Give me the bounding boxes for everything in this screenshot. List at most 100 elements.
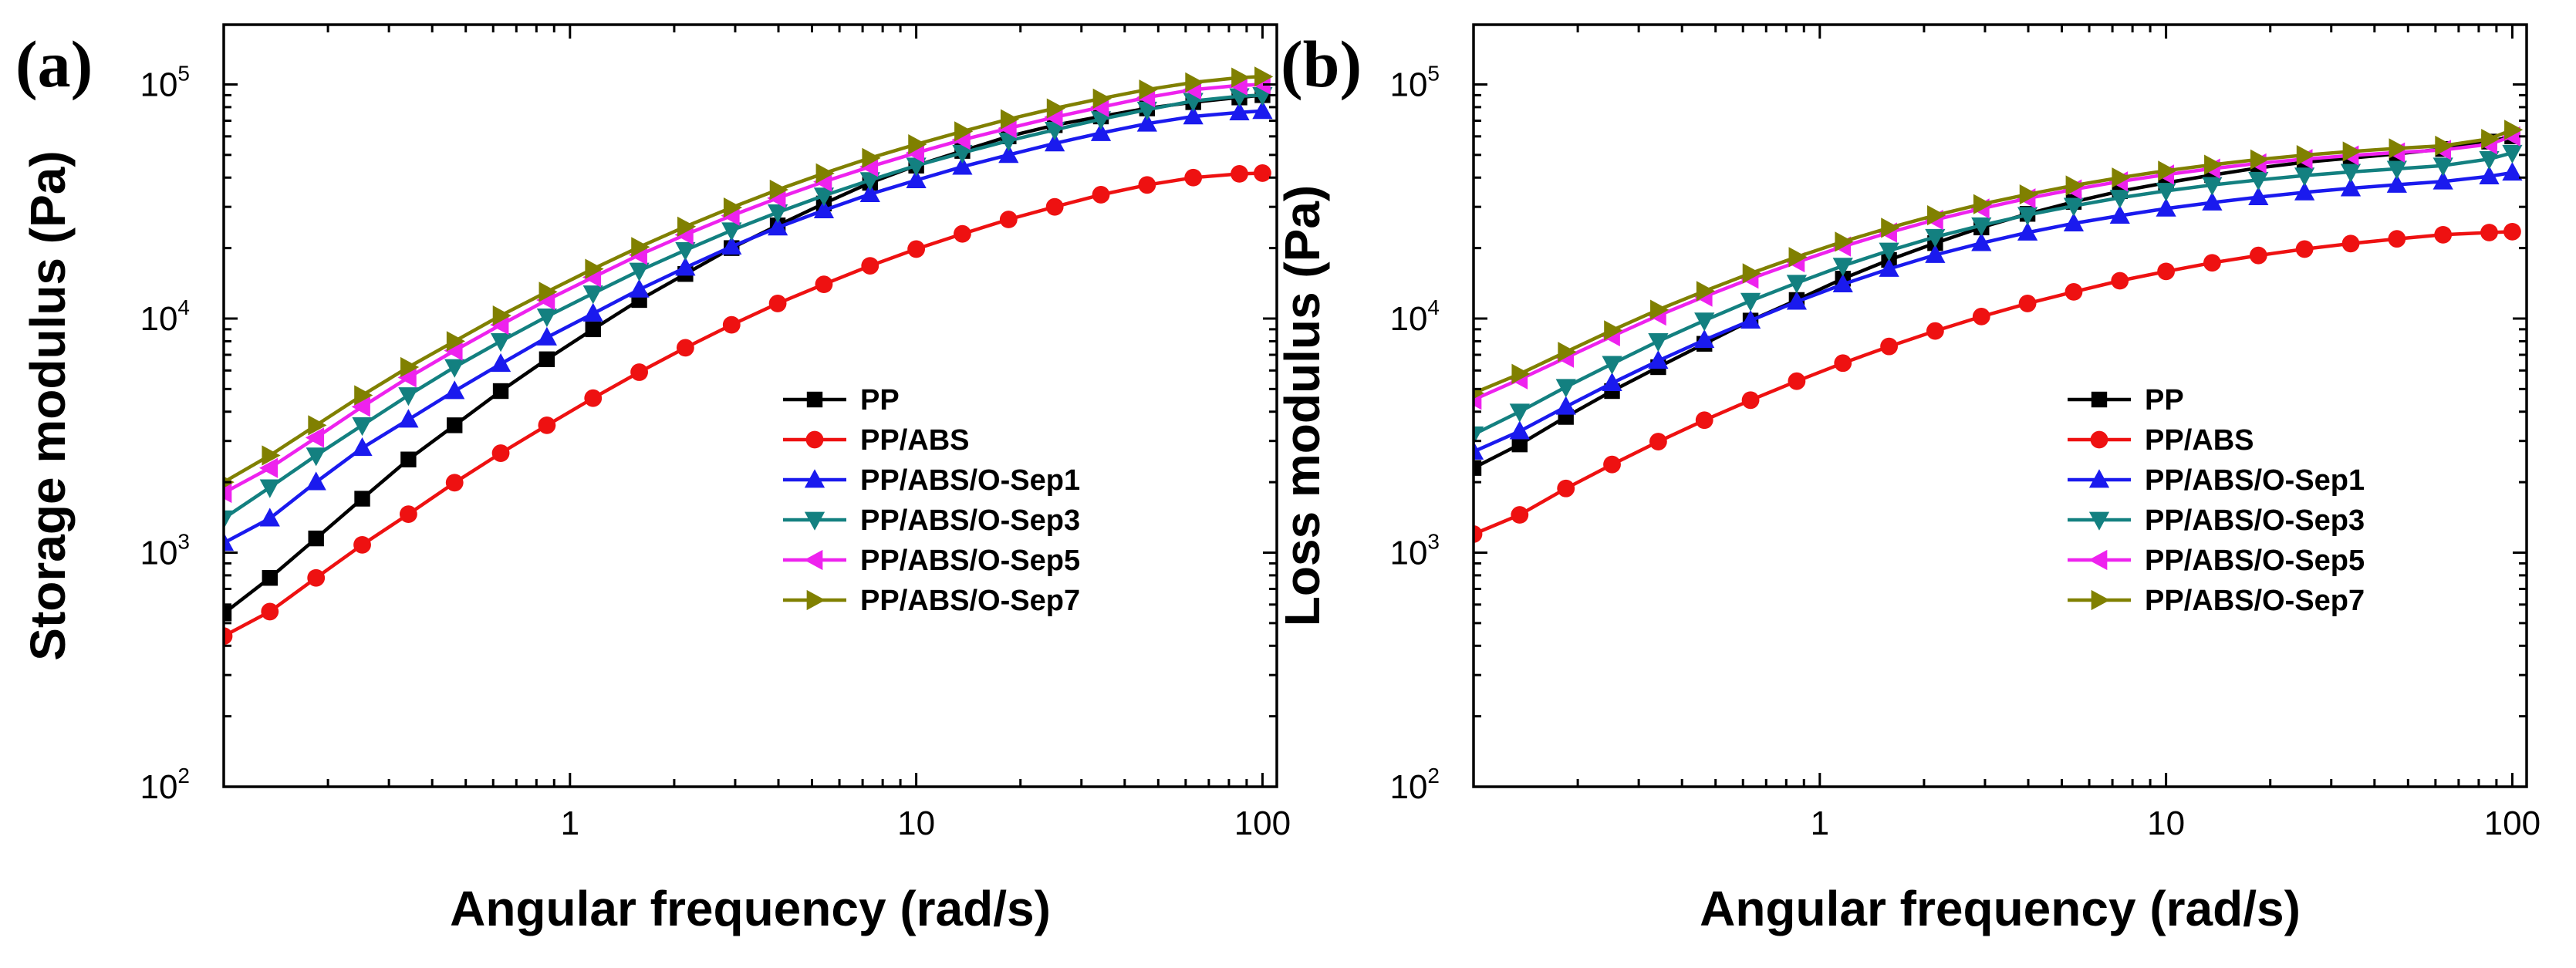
data-point [2434,225,2453,244]
data-point [2019,184,2038,205]
data-point [813,199,835,218]
data-point [2158,160,2177,181]
data-point [2480,224,2498,241]
data-point [1474,460,1482,476]
legend-label: PP/ABS/O-Sep3 [2145,504,2365,537]
y-axis-title: Storage modulus (Pa) [20,150,76,660]
data-point [1694,329,1715,349]
data-point [351,396,370,417]
data-point [2342,141,2362,162]
data-point [1602,356,1622,375]
data-point [1092,88,1112,109]
data-point [1555,379,1576,398]
series-pp-abs [224,164,1271,646]
data-point [354,491,370,507]
legend-label: PP/ABS/O-Sep5 [860,545,1080,577]
legend-label: PP/ABS/O-Sep7 [860,585,1080,617]
legend-item: PP [783,384,900,417]
data-point [768,295,787,312]
data-point [1740,309,1761,329]
legend-label: PP [860,384,900,417]
data-point [1136,113,1157,132]
data-point [1136,101,1157,121]
data-point [1509,420,1530,440]
data-point [353,535,371,554]
legend-item: PP/ABS/O-Sep5 [783,545,1080,577]
x-axis-title: Angular frequency (rad/s) [1700,881,2301,936]
legend-label: PP/ABS/O-Sep5 [2145,545,2365,577]
legend-label: PP/ABS [860,424,969,457]
x-axis: 1 10 100 [1472,25,2541,842]
legend-item: PP [2068,384,2184,417]
data-point [2502,144,2523,164]
legend-marker [2088,549,2108,571]
data-point [2248,171,2269,191]
data-point [1474,440,1484,460]
data-point [629,262,650,282]
data-point [906,169,927,188]
data-point [2504,120,2524,140]
data-point [675,241,696,261]
data-point [259,479,280,498]
data-point [398,387,419,406]
legend-item: PP/ABS/O-Sep7 [2068,585,2365,617]
data-point [224,605,232,622]
data-point [2294,181,2315,201]
series-line [1474,134,2514,402]
data-point [769,179,788,201]
data-point [261,602,279,621]
data-point [585,321,601,338]
data-point [1000,109,1020,130]
data-point [2296,144,2315,166]
data-point [492,305,511,326]
x-axis-title: Angular frequency (rad/s) [450,881,1051,936]
data-point [861,257,879,275]
legend-label: PP/ABS/O-Sep7 [2145,585,2365,617]
data-point [352,437,373,457]
data-point [1474,426,1484,445]
data-point [1602,372,1622,392]
data-point [2340,177,2362,197]
data-point [259,508,280,527]
data-point [1879,258,1899,277]
legend-marker [805,430,824,449]
data-point [630,363,648,381]
data-point [1046,98,1065,119]
data-point [492,383,509,400]
legend: PP PP/ABS PP/ABS/O-Sep1 PP/ABS/O-Sep3 PP/ABS… [2068,384,2365,617]
panel-label: (b) [1281,27,1362,101]
data-point [1925,244,1946,263]
data-point [1695,411,1713,430]
data-point [1788,372,1806,390]
data-point [1786,291,1807,310]
series-pp-abs-o-sep1 [1474,162,2523,460]
data-point [908,133,927,155]
series-pp-abs-o-sep3 [224,87,1273,529]
data-point [1184,168,1203,187]
plot-area [1474,120,2524,543]
chart-panel-a: 1 10 100 102 103 104 105 Angular frequency (rad… [15,23,1291,936]
y-tick-label: 104 [140,295,190,338]
legend-label: PP/ABS [2145,424,2254,457]
y-axis-title: Loss modulus (Pa) [1274,185,1330,627]
series-line [224,93,1263,520]
data-point [813,187,835,207]
data-point [536,309,557,328]
data-point [1229,101,1250,121]
data-point [1881,218,1900,238]
data-point [1511,363,1531,384]
series-line [224,83,1263,494]
legend-item: PP/ABS/O-Sep1 [783,464,1080,497]
data-point [2018,295,2037,312]
data-point [1139,79,1158,100]
data-point [2156,183,2176,202]
data-point [1740,292,1761,312]
data-point [1972,307,1990,325]
data-point [2481,129,2500,150]
data-point [584,389,603,407]
data-point [224,510,235,529]
x-tick-label: 10 [2147,804,2185,842]
data-point [307,568,326,587]
data-point [444,340,463,361]
data-point [585,258,604,279]
